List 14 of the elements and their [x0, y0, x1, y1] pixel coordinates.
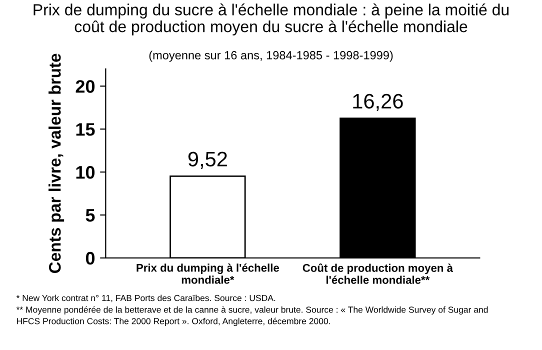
x-tick-label: Prix du dumping à l'échelle mondiale*	[136, 264, 280, 284]
y-tick-label: 15	[76, 123, 95, 136]
chart-subtitle: (moyenne sur 16 ans, 1984-1985 - 1998-1999)	[149, 50, 393, 62]
x-tick-label: Coût de production moyen à l'échelle mondiale**	[302, 264, 454, 284]
text: * New York contrat n° 11, FAB Ports des Caraïbes. Source : USDA.	[16, 294, 276, 302]
chart-title: Prix de dumping du sucre à l'échelle mondiale : à peine la moitié du coût de production moyen du sucre à l'échelle mondiale	[34, 4, 509, 36]
data-label: 16,26	[353, 94, 403, 112]
y-tick-label: 10	[76, 166, 95, 179]
text: ** Moyenne pondérée de la betterave et de la canne à sucre, valeur brute. Source : « The Worldwide Survey of Sugar and HFCS Production Costs: The 2000 Report ». Oxford, Angleterre, décembre 2000.	[16, 306, 488, 326]
y-tick-label: 5	[86, 209, 95, 222]
y-tick-label: 20	[76, 80, 95, 93]
y-tick-label: 0	[86, 252, 95, 265]
data-label: 9,52	[188, 152, 227, 169]
y-axis-title: Cents par livre, valeur brute	[48, 54, 64, 273]
